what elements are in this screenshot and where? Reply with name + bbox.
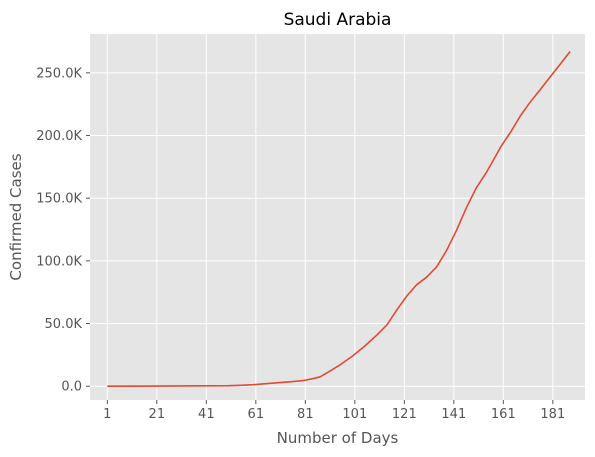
- y-tick-label: 100.0K: [36, 254, 82, 269]
- axis-ticks: 1 21 41 61 81 101 121 141 161 1810.050.0K100.0K15…: [36, 66, 565, 422]
- y-tick-label: 50.0K: [45, 317, 83, 332]
- y-axis-label: Confirmed Cases: [7, 153, 25, 280]
- plot-background: [90, 34, 585, 400]
- y-tick-label: 200.0K: [36, 129, 82, 144]
- x-tick-label: 1: [103, 407, 111, 422]
- x-tick-label: 21: [149, 407, 166, 422]
- x-tick-label: 81: [297, 407, 314, 422]
- y-tick-label: 250.0K: [36, 66, 82, 81]
- x-axis-label: Number of Days: [277, 429, 399, 447]
- x-tick-label: 161: [491, 407, 516, 422]
- series-layer: [107, 51, 571, 388]
- x-tick-label: 141: [441, 407, 466, 422]
- y-tick-label: 150.0K: [36, 192, 82, 207]
- x-tick-label: 41: [198, 407, 215, 422]
- x-tick-label: 101: [342, 407, 367, 422]
- chart-title: Saudi Arabia: [284, 10, 392, 30]
- x-tick-label: 121: [392, 407, 417, 422]
- x-tick-label: 181: [540, 407, 565, 422]
- x-tick-label: 61: [248, 407, 265, 422]
- y-tick-label: 0.0: [61, 380, 82, 395]
- series-line: [107, 51, 571, 388]
